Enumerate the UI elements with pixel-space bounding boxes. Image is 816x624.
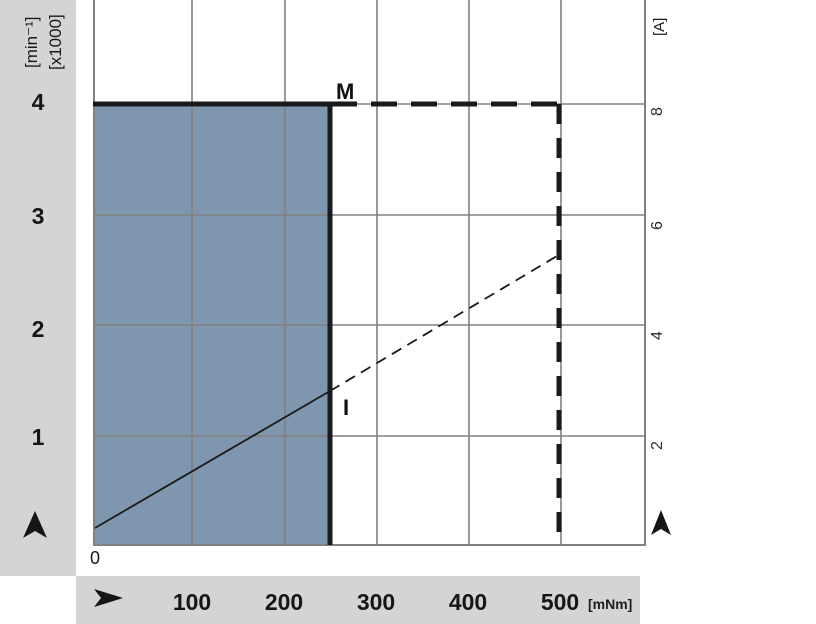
series-label-m: M xyxy=(336,79,355,104)
x-tick-label-500: 500 xyxy=(540,589,580,615)
chart-svg xyxy=(93,0,646,546)
y2-tick-label-6: 6 xyxy=(649,221,666,230)
chart-plot-area: M I xyxy=(93,0,646,546)
origin-label: 0 xyxy=(90,548,101,568)
nominal-operation-region xyxy=(94,104,330,544)
series-i-solid-line xyxy=(94,390,331,529)
y2-tick-label-8: 8 xyxy=(649,107,666,116)
x-axis-unit-label: [mNm] xyxy=(588,596,633,612)
x-axis-direction-arrow-icon xyxy=(94,589,123,607)
y-tick-label-3: 3 xyxy=(31,203,45,229)
y2-tick-label-2: 2 xyxy=(649,441,666,450)
series-i-dashed-line xyxy=(329,255,558,392)
x-tick-label-200: 200 xyxy=(264,589,304,615)
x-tick-label-100: 100 xyxy=(172,589,212,615)
bottom-axis-panel xyxy=(76,576,640,624)
left-axis-panel xyxy=(0,0,76,576)
y-tick-label-4: 4 xyxy=(31,89,45,115)
y2-tick-label-4: 4 xyxy=(649,331,666,340)
plot-frame xyxy=(93,0,646,546)
x-tick-label-400: 400 xyxy=(448,589,488,615)
y-axis-unit-label: [min⁻¹] xyxy=(22,16,41,68)
series-label-i: I xyxy=(343,395,350,420)
x-tick-label-300: 300 xyxy=(356,589,396,615)
y-tick-label-1: 1 xyxy=(31,424,45,450)
y2-axis-direction-arrow-icon xyxy=(651,510,671,535)
y-axis-direction-arrow-icon xyxy=(23,511,47,538)
y2-axis-unit-label: [A] xyxy=(651,17,668,36)
grid-lines-vertical xyxy=(191,0,562,545)
y-tick-label-2: 2 xyxy=(31,316,45,342)
y-axis-scale-label: [x1000] xyxy=(46,14,65,70)
